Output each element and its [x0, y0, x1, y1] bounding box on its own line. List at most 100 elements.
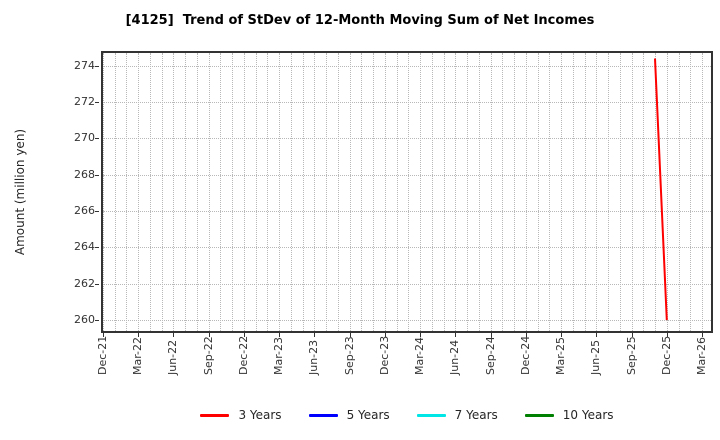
series-line-3-years — [654, 58, 668, 321]
legend-swatch-icon — [416, 413, 446, 417]
grid-line-vertical — [431, 53, 433, 331]
legend-item-3-years: 3 Years — [200, 408, 282, 422]
legend-label: 5 Years — [346, 408, 390, 422]
grid-line-vertical — [337, 53, 339, 331]
x-tick-mark — [631, 333, 633, 337]
grid-line-vertical — [326, 53, 328, 331]
x-tick-label: Sep-24 — [483, 336, 497, 375]
x-tick-label: Mar-26 — [694, 336, 708, 375]
grid-line-vertical — [126, 53, 128, 331]
grid-line-vertical — [267, 53, 269, 331]
x-tick-mark — [384, 333, 386, 337]
x-tick-mark — [243, 333, 245, 337]
grid-line-vertical — [396, 53, 398, 331]
x-tick-label: Dec-23 — [377, 335, 391, 375]
grid-line-vertical — [361, 53, 363, 331]
x-tick-mark — [279, 333, 281, 337]
x-tick-mark — [420, 333, 422, 337]
grid-line-vertical — [279, 53, 281, 331]
grid-line-vertical — [384, 53, 386, 331]
grid-line-horizontal — [103, 138, 711, 140]
grid-line-vertical — [537, 53, 539, 331]
grid-line-vertical — [643, 53, 645, 331]
x-tick-mark — [103, 333, 104, 337]
x-tick-mark — [490, 333, 492, 337]
grid-line-vertical — [584, 53, 586, 331]
y-tick-label: 270 — [74, 131, 95, 145]
x-tick-label: Dec-24 — [518, 335, 532, 375]
grid-line-horizontal — [103, 211, 711, 213]
x-tick-label: Dec-22 — [236, 335, 250, 375]
grid-line-vertical — [678, 53, 680, 331]
grid-line-vertical — [196, 53, 198, 331]
x-tick-mark — [666, 333, 668, 337]
grid-line-horizontal — [103, 102, 711, 104]
grid-line-vertical — [302, 53, 304, 331]
y-tick-mark — [95, 320, 99, 322]
grid-line-vertical — [314, 53, 316, 331]
legend-item-10-years: 10 Years — [524, 408, 614, 422]
x-tick-label: Mar-22 — [131, 336, 145, 375]
grid-line-vertical — [455, 53, 457, 331]
legend-swatch-icon — [524, 413, 554, 417]
grid-line-vertical — [655, 53, 656, 331]
legend-item-5-years: 5 Years — [308, 408, 390, 422]
grid-line-vertical — [149, 53, 151, 331]
grid-line-vertical — [208, 53, 210, 331]
grid-line-vertical — [525, 53, 527, 331]
y-axis-label: Amount (million yen) — [13, 128, 27, 256]
grid-line-horizontal — [103, 174, 711, 176]
y-tick-mark — [95, 211, 99, 213]
grid-line-vertical — [502, 53, 504, 331]
grid-line-vertical — [549, 53, 551, 331]
grid-line-vertical — [608, 53, 610, 331]
x-tick-label: Jun-24 — [448, 339, 462, 375]
legend-label: 10 Years — [562, 408, 614, 422]
grid-line-vertical — [490, 53, 492, 331]
x-tick-mark — [596, 333, 598, 337]
grid-line-vertical — [349, 53, 351, 331]
series-layer — [654, 58, 668, 321]
y-tick-label: 260 — [74, 313, 95, 327]
x-tick-label: Jun-25 — [589, 339, 603, 375]
grid-line-vertical — [114, 53, 116, 331]
grid-line-vertical — [596, 53, 598, 331]
x-tick-label: Mar-24 — [413, 336, 427, 375]
legend: 3 Years 5 Years 7 Years 10 Years — [101, 404, 713, 426]
x-tick-label: Jun-23 — [307, 339, 321, 375]
grid-line-horizontal — [103, 65, 711, 67]
y-tick-mark — [95, 138, 99, 140]
legend-item-7-years: 7 Years — [416, 408, 498, 422]
y-tick-mark — [95, 174, 99, 176]
grid-line-vertical — [478, 53, 480, 331]
legend-swatch-icon — [200, 413, 230, 417]
y-tick-mark — [95, 102, 99, 104]
grid-line-vertical — [232, 53, 234, 331]
grid-line-vertical — [443, 53, 445, 331]
x-tick-mark — [173, 333, 175, 337]
grid-line-vertical — [373, 53, 375, 331]
grid-line-vertical — [290, 53, 292, 331]
plot-area — [95, 51, 713, 337]
legend-swatch-icon — [308, 413, 338, 417]
grid-line-vertical — [666, 53, 668, 331]
grid-line-vertical — [514, 53, 516, 331]
grid-line-vertical — [220, 53, 222, 331]
x-tick-mark — [138, 333, 140, 337]
legend-label: 3 Years — [238, 408, 282, 422]
x-tick-mark — [208, 333, 210, 337]
grid-line-vertical — [138, 53, 140, 331]
grid-line-vertical — [467, 53, 469, 331]
x-tick-label: Dec-21 — [96, 335, 109, 375]
x-tick-label: Dec-25 — [659, 335, 673, 375]
y-tick-label: 274 — [74, 58, 95, 72]
y-tick-mark — [95, 283, 99, 285]
grid-line-horizontal — [103, 283, 711, 285]
x-tick-label: Sep-23 — [342, 336, 356, 375]
x-tick-mark — [455, 333, 457, 337]
x-tick-mark — [349, 333, 351, 337]
y-tick-label: 262 — [74, 276, 95, 290]
grid-line-vertical — [420, 53, 422, 331]
grid-line-vertical — [103, 53, 104, 331]
grid-line-vertical — [255, 53, 257, 331]
